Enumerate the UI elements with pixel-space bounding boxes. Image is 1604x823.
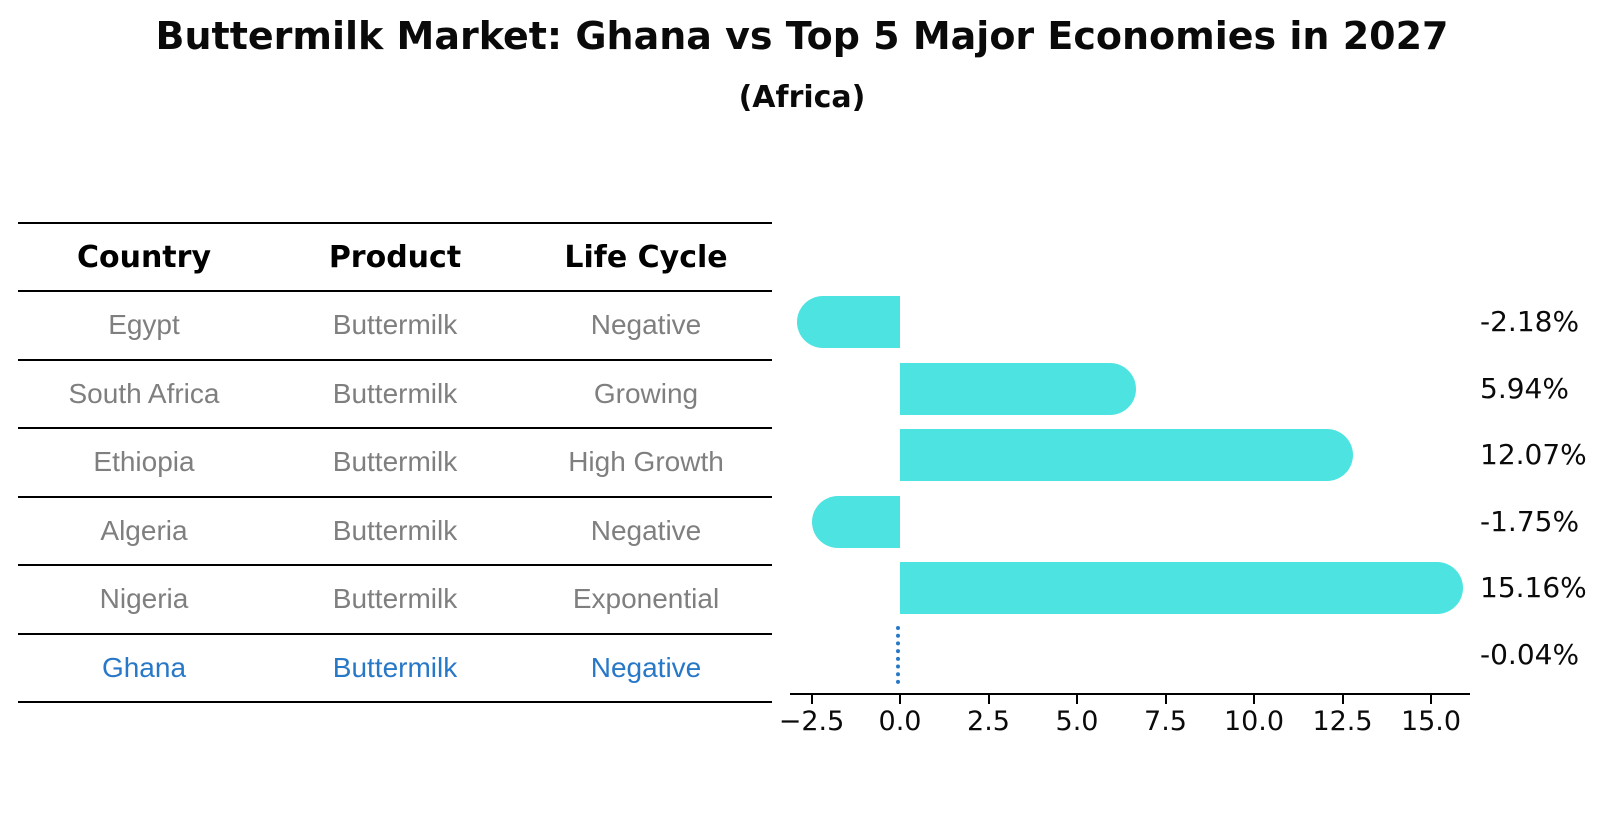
- life-cycle-cell: High Growth: [568, 446, 724, 478]
- product-cell: Buttermilk: [332, 446, 458, 478]
- table-row-algeria: Algeria Buttermilk Negative: [18, 498, 772, 566]
- column-header-country: Country: [76, 239, 212, 275]
- x-tick-label: 7.5: [1144, 706, 1187, 737]
- value-label-ghana: -0.04%: [1480, 637, 1580, 671]
- table-row-ethiopia: Ethiopia Buttermilk High Growth: [18, 429, 772, 498]
- x-tick-label: 2.5: [967, 706, 1010, 737]
- x-tick: [810, 695, 813, 704]
- life-cycle-cell: Negative: [590, 309, 702, 341]
- product-cell: Buttermilk: [332, 514, 458, 546]
- value-label-south-africa: 5.94%: [1480, 371, 1569, 405]
- x-tick: [1341, 695, 1344, 704]
- life-cycle-cell: Growing: [593, 377, 699, 409]
- country-cell: Ghana: [101, 651, 187, 683]
- table-row-south-africa: South Africa Buttermilk Growing: [18, 361, 772, 429]
- value-label-nigeria: 15.16%: [1480, 571, 1587, 604]
- chart-subtitle: (Africa): [738, 80, 866, 115]
- product-cell: Buttermilk: [332, 377, 458, 409]
- x-tick: [899, 695, 901, 704]
- bar-south-africa: [900, 362, 1137, 415]
- table-header-row: Country Product Life Cycle: [18, 224, 772, 292]
- country-cell: Nigeria: [99, 583, 189, 615]
- country-cell: South Africa: [68, 377, 220, 409]
- x-tick: [1430, 695, 1432, 704]
- x-tick-label: 12.5: [1312, 706, 1373, 737]
- chart-title: Buttermilk Market: Ghana vs Top 5 Major …: [155, 14, 1449, 58]
- product-cell: Buttermilk: [332, 309, 458, 341]
- bar-ethiopia: [900, 429, 1354, 481]
- country-cell: Ethiopia: [93, 446, 195, 478]
- value-label-ethiopia: 12.07%: [1480, 438, 1587, 471]
- life-cycle-cell: Negative: [590, 651, 702, 683]
- life-cycle-cell: Negative: [590, 514, 702, 546]
- x-tick-label: 0.0: [878, 706, 922, 737]
- table-row-ghana: Ghana Buttermilk Negative: [18, 635, 772, 703]
- country-table: Country Product Life Cycle Egypt Butterm…: [18, 222, 772, 703]
- bar-algeria: [812, 495, 900, 548]
- x-axis-line: [790, 693, 1470, 695]
- value-label-algeria: -1.75%: [1480, 504, 1580, 538]
- column-header-life-cycle: Life Cycle: [564, 239, 728, 275]
- product-cell: Buttermilk: [332, 583, 458, 615]
- x-tick-label: 10.0: [1223, 706, 1285, 737]
- bar-nigeria: [900, 562, 1463, 614]
- x-tick-label: 5.0: [1055, 706, 1099, 737]
- column-header-product: Product: [328, 239, 462, 275]
- product-cell: Buttermilk: [332, 651, 458, 683]
- x-tick: [1164, 695, 1167, 704]
- bar-ghana-dotted: [896, 625, 900, 684]
- life-cycle-cell: Exponential: [572, 583, 720, 615]
- country-cell: Egypt: [108, 309, 180, 341]
- country-cell: Algeria: [100, 514, 188, 546]
- bar-egypt: [796, 296, 900, 348]
- x-tick-label: −2.5: [778, 706, 845, 737]
- table-row-egypt: Egypt Buttermilk Negative: [18, 292, 772, 361]
- x-tick-label: 15.0: [1400, 706, 1462, 737]
- table-row-nigeria: Nigeria Buttermilk Exponential: [18, 566, 772, 635]
- x-tick: [987, 695, 990, 704]
- x-tick: [1076, 695, 1078, 704]
- x-tick: [1253, 695, 1255, 704]
- value-label-egypt: -2.18%: [1480, 305, 1580, 338]
